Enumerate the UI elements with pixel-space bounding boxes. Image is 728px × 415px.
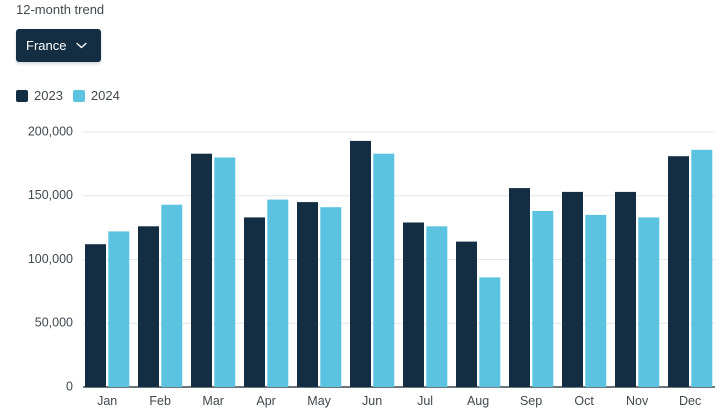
svg-text:50,000: 50,000	[35, 316, 73, 330]
svg-text:Sep: Sep	[520, 394, 542, 408]
svg-text:Jun: Jun	[362, 394, 382, 408]
svg-text:Aug: Aug	[467, 394, 489, 408]
svg-text:Jan: Jan	[97, 394, 117, 408]
svg-text:May: May	[307, 394, 331, 408]
svg-text:Feb: Feb	[149, 394, 171, 408]
svg-text:Nov: Nov	[626, 394, 649, 408]
svg-text:100,000: 100,000	[28, 252, 73, 266]
svg-text:Apr: Apr	[256, 394, 275, 408]
svg-text:150,000: 150,000	[28, 188, 73, 202]
svg-text:Oct: Oct	[574, 394, 594, 408]
svg-text:Dec: Dec	[679, 394, 701, 408]
svg-text:Jul: Jul	[417, 394, 433, 408]
svg-text:200,000: 200,000	[28, 124, 73, 138]
svg-text:0: 0	[66, 379, 73, 393]
svg-text:Mar: Mar	[202, 394, 224, 408]
